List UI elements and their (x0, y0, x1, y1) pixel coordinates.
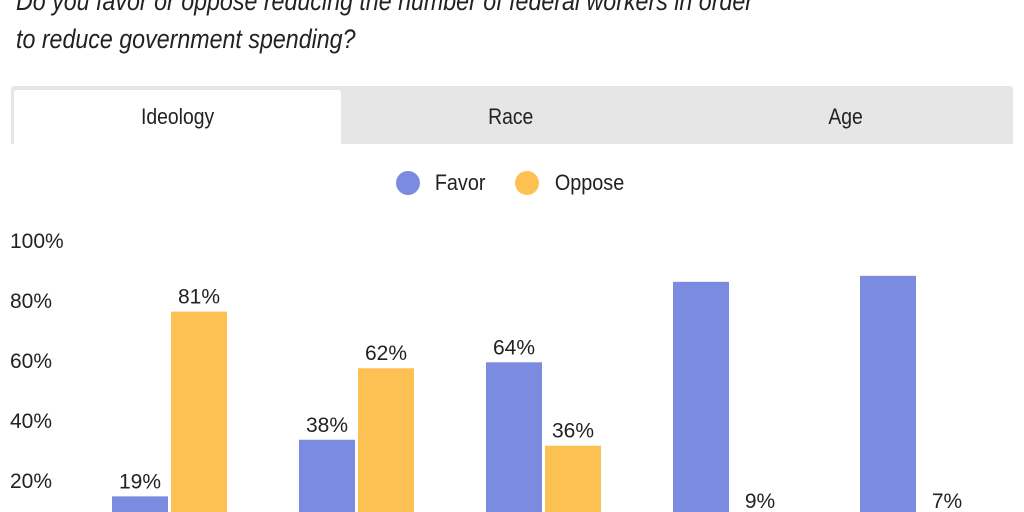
bar-oppose (545, 445, 601, 512)
y-tick-label: 40% (10, 410, 52, 433)
tab-label: Age (828, 104, 864, 129)
bar-favor (299, 439, 355, 512)
bar-favor (673, 281, 729, 512)
legend: Favor Oppose (0, 170, 1024, 196)
y-tick-label: 100% (10, 230, 64, 253)
bar-oppose (171, 311, 227, 512)
y-tick-label: 80% (10, 290, 52, 313)
bar-favor (860, 275, 916, 512)
tab-label: Race (488, 104, 534, 129)
tab-age[interactable]: Age (681, 90, 1011, 144)
legend-oppose[interactable]: Oppose (514, 170, 628, 196)
data-label: 81% (178, 286, 220, 309)
question-line-2: to reduce government spending? (16, 24, 356, 54)
question-line-1: Do you favor or oppose reducing the numb… (16, 0, 753, 16)
tab-bar: Ideology Race Age (11, 86, 1013, 144)
tab-label: Ideology (140, 104, 215, 129)
data-label: 7% (932, 490, 962, 512)
y-tick-label: 20% (10, 470, 52, 493)
legend-label: Oppose (554, 170, 624, 195)
oppose-swatch (514, 171, 539, 195)
favor-swatch (396, 171, 421, 195)
tab-ideology[interactable]: Ideology (14, 90, 341, 144)
bar-favor (112, 496, 168, 512)
data-label: 9% (745, 490, 775, 512)
bar-oppose (358, 368, 414, 512)
tab-race[interactable]: Race (341, 90, 681, 144)
bar-favor (486, 362, 542, 512)
data-label: 38% (306, 414, 348, 437)
y-tick-label: 60% (10, 350, 52, 373)
legend-favor[interactable]: Favor (396, 170, 488, 196)
data-label: 62% (365, 342, 407, 365)
data-label: 19% (119, 470, 161, 493)
data-label: 64% (493, 336, 535, 359)
data-label: 36% (552, 420, 594, 443)
legend-label: Favor (435, 170, 486, 195)
